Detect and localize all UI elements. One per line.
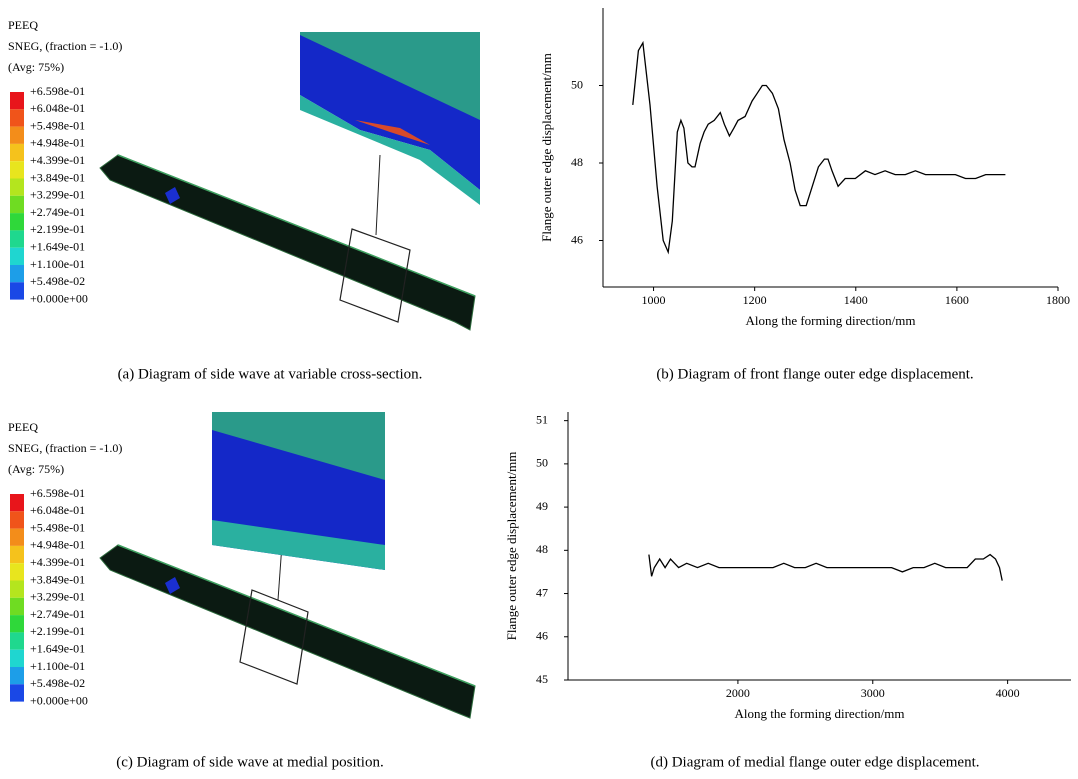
legend-swatch [10,563,24,580]
x-axis-label: Along the forming direction/mm [745,313,915,328]
legend-swatch [10,667,24,684]
legend-swatch [10,581,24,598]
legend-swatch [10,529,24,546]
legend-swatch [10,511,24,528]
legend-label: +0.000e+00 [30,291,88,305]
legend-label: +6.048e-01 [30,101,85,115]
y-tick-label: 46 [536,629,548,643]
x-tick-label: 4000 [996,686,1020,700]
legend-title: SNEG, (fraction = -1.0) [8,441,122,455]
y-tick-label: 49 [536,499,548,513]
legend-label: +1.649e-01 [30,641,85,655]
legend-swatch [10,92,24,109]
legend-swatch [10,684,24,701]
legend-label: +6.048e-01 [30,503,85,517]
legend-swatch [10,213,24,230]
legend-swatch [10,546,24,563]
legend-label: +5.498e-01 [30,118,85,132]
legend-title: PEEQ [8,420,38,434]
legend-swatch [10,632,24,649]
legend-label: +4.948e-01 [30,538,85,552]
legend-label: +1.100e-01 [30,659,85,673]
y-tick-label: 50 [571,77,583,91]
legend-swatch [10,650,24,667]
legend-title: (Avg: 75%) [8,462,64,476]
y-axis-label: Flange outer edge displacement/mm [504,452,519,641]
legend-label: +1.649e-01 [30,239,85,253]
legend-label: +6.598e-01 [30,84,85,98]
x-tick-label: 1800 [1046,293,1070,307]
legend-title: (Avg: 75%) [8,60,64,74]
x-tick-label: 1600 [945,293,969,307]
data-line [633,43,1006,252]
legend-swatch [10,265,24,282]
legend-label: +2.749e-01 [30,607,85,621]
y-tick-label: 48 [571,155,583,169]
caption: (b) Diagram of front flange outer edge d… [656,366,973,382]
legend-label: +3.849e-01 [30,572,85,586]
y-tick-label: 51 [536,412,548,426]
legend-label: +5.498e-01 [30,520,85,534]
legend-label: +6.598e-01 [30,486,85,500]
legend-label: +3.299e-01 [30,188,85,202]
y-tick-label: 50 [536,456,548,470]
y-tick-label: 47 [536,585,548,599]
legend-swatch [10,494,24,511]
y-axis-label: Flange outer edge displacement/mm [539,53,554,242]
legend-label: +2.199e-01 [30,222,85,236]
legend-label: +5.498e-02 [30,676,85,690]
x-tick-label: 1200 [743,293,767,307]
legend-label: +4.948e-01 [30,136,85,150]
legend-swatch [10,179,24,196]
figure: PEEQ SNEG, (fraction = -1.0) (Avg: 75%) +6.… [0,0,1078,774]
caption: (c) Diagram of side wave at medial posit… [116,754,383,770]
legend-label: +2.199e-01 [30,624,85,638]
legend-swatch [10,161,24,178]
x-tick-label: 2000 [726,686,750,700]
legend-label: +5.498e-02 [30,274,85,288]
legend-title: PEEQ [8,18,38,32]
legend-swatch [10,615,24,632]
legend-swatch [10,230,24,247]
x-tick-label: 3000 [861,686,885,700]
legend-swatch [10,127,24,144]
x-tick-label: 1400 [844,293,868,307]
legend-label: +1.100e-01 [30,257,85,271]
x-axis-label: Along the forming direction/mm [734,706,904,721]
legend-label: +4.399e-01 [30,153,85,167]
fea-image-c [100,412,475,718]
legend-label: +0.000e+00 [30,693,88,707]
legend-title: SNEG, (fraction = -1.0) [8,39,122,53]
fea-image-a [100,32,480,330]
data-line [649,555,1002,581]
x-tick-label: 1000 [642,293,666,307]
caption: (d) Diagram of medial flange outer edge … [650,754,979,770]
legend-swatch [10,109,24,126]
legend-swatch [10,248,24,265]
legend-swatch [10,196,24,213]
legend-label: +2.749e-01 [30,205,85,219]
caption: (a) Diagram of side wave at variable cro… [118,366,423,382]
y-tick-label: 48 [536,542,548,556]
legend-label: +4.399e-01 [30,555,85,569]
y-tick-label: 45 [536,672,548,686]
y-tick-label: 46 [571,232,583,246]
legend-label: +3.849e-01 [30,170,85,184]
legend-label: +3.299e-01 [30,590,85,604]
legend-swatch [10,598,24,615]
legend-swatch [10,282,24,299]
legend-swatch [10,144,24,161]
